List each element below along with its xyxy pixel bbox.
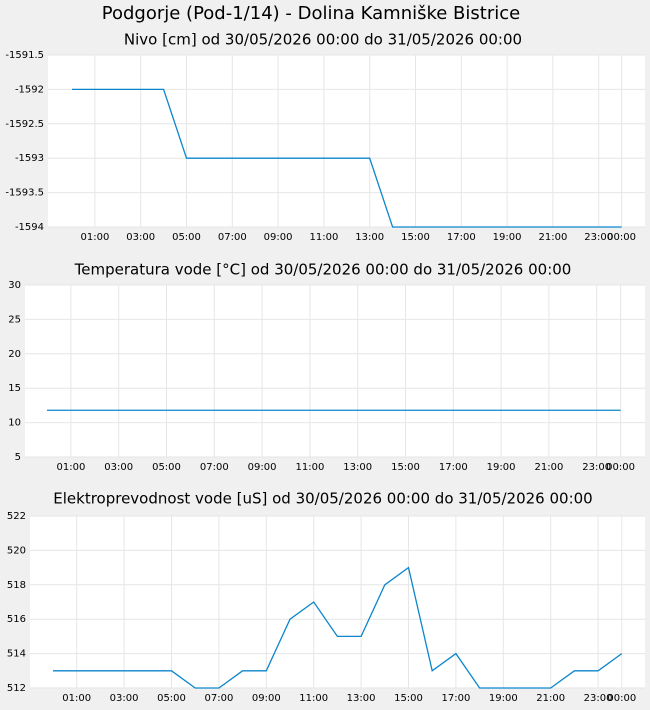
x-tick-label: 15:00: [391, 462, 420, 473]
x-tick-label: 00:00: [607, 693, 636, 704]
x-tick-label: 17:00: [447, 232, 476, 243]
chart-subtitle: Elektroprevodnost vode [uS] od 30/05/202…: [53, 490, 592, 508]
y-tick-label: -1593.5: [5, 188, 44, 199]
x-tick-label: 19:00: [493, 232, 522, 243]
plot-area: [48, 55, 645, 227]
x-tick-label: 07:00: [204, 693, 233, 704]
x-tick-label: 15:00: [394, 693, 423, 704]
y-tick-label: 10: [8, 418, 21, 429]
x-tick-label: 11:00: [309, 232, 338, 243]
y-tick-label: -1593: [15, 153, 44, 164]
y-tick-label: -1592.5: [5, 119, 44, 130]
x-tick-label: 15:00: [401, 232, 430, 243]
y-tick-label: 520: [7, 545, 26, 556]
x-tick-label: 00:00: [606, 462, 635, 473]
x-tick-label: 07:00: [200, 462, 229, 473]
y-tick-label: 30: [8, 280, 21, 291]
x-tick-label: 09:00: [264, 232, 293, 243]
x-tick-label: 13:00: [347, 693, 376, 704]
y-tick-label: 5: [15, 452, 21, 463]
y-tick-label: 522: [7, 511, 26, 522]
y-tick-label: 15: [8, 383, 21, 394]
data-line: [53, 566, 623, 689]
x-tick-label: 19:00: [489, 693, 518, 704]
x-tick-label: 00:00: [607, 232, 636, 243]
y-tick-label: 512: [7, 683, 26, 694]
x-tick-label: 09:00: [252, 693, 281, 704]
y-tick-label: 514: [7, 649, 26, 660]
x-tick-label: 21:00: [534, 462, 563, 473]
y-tick-label: -1591.5: [5, 50, 44, 61]
x-tick-label: 05:00: [172, 232, 201, 243]
y-tick-label: 518: [7, 580, 26, 591]
chart-subtitle: Temperatura vode [°C] od 30/05/2026 00:0…: [74, 261, 572, 279]
x-tick-label: 09:00: [248, 462, 277, 473]
y-tick-label: -1594: [15, 222, 44, 233]
y-tick-label: 20: [8, 349, 21, 360]
x-tick-label: 03:00: [110, 693, 139, 704]
x-tick-label: 21:00: [538, 232, 567, 243]
x-tick-label: 11:00: [299, 693, 328, 704]
x-tick-label: 17:00: [441, 693, 470, 704]
x-tick-label: 23:00: [584, 693, 613, 704]
x-tick-label: 19:00: [487, 462, 516, 473]
x-tick-label: 05:00: [152, 462, 181, 473]
chart-subtitle: Nivo [cm] od 30/05/2026 00:00 do 31/05/2…: [124, 31, 522, 49]
y-tick-label: 516: [7, 614, 26, 625]
page-title: Podgorje (Pod-1/14) - Dolina Kamniške Bi…: [102, 3, 520, 24]
plot-area: [30, 516, 645, 688]
plot-area: [25, 285, 645, 457]
x-tick-label: 23:00: [584, 232, 613, 243]
x-tick-label: 17:00: [439, 462, 468, 473]
x-tick-label: 05:00: [157, 693, 186, 704]
x-tick-label: 01:00: [56, 462, 85, 473]
x-tick-label: 03:00: [104, 462, 133, 473]
x-tick-label: 07:00: [218, 232, 247, 243]
x-tick-label: 21:00: [536, 693, 565, 704]
x-tick-label: 11:00: [295, 462, 324, 473]
x-tick-label: 01:00: [80, 232, 109, 243]
x-tick-label: 13:00: [343, 462, 372, 473]
x-tick-label: 03:00: [126, 232, 155, 243]
x-tick-label: 01:00: [62, 693, 91, 704]
data-line: [72, 88, 622, 228]
x-tick-label: 23:00: [582, 462, 611, 473]
x-tick-label: 13:00: [355, 232, 384, 243]
y-tick-label: 25: [8, 314, 21, 325]
y-tick-label: -1592: [15, 84, 44, 95]
